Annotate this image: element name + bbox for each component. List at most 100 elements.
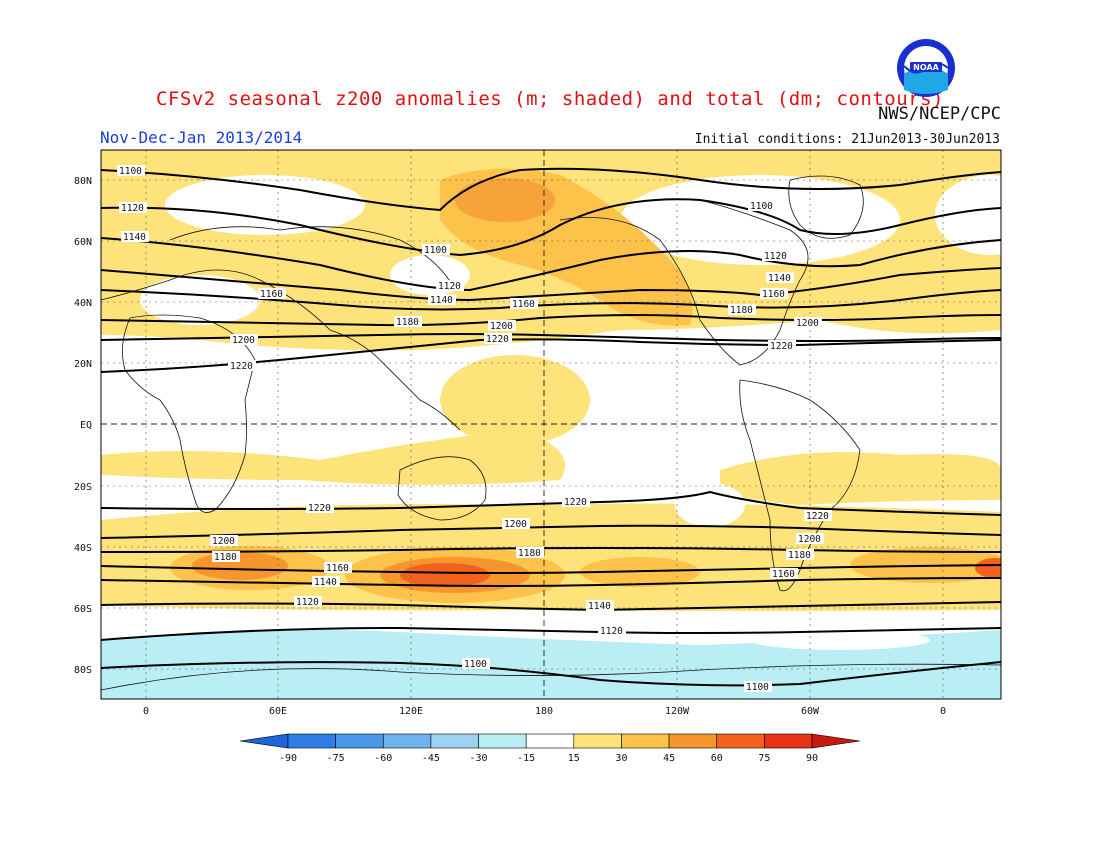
svg-text:1160: 1160 [326,563,349,574]
contour-label: 1180 [212,551,240,563]
colorbar-swatch [382,733,432,749]
svg-text:1220: 1220 [806,511,829,522]
svg-text:1200: 1200 [798,534,821,545]
lon-label: 60E [269,706,287,717]
colorbar-tick-label: 30 [615,753,627,764]
contour-label: 1140 [312,576,340,588]
contour-label: 1180 [516,547,544,559]
svg-text:1220: 1220 [486,334,509,345]
contour-label: 1220 [484,333,512,345]
colorbar-tick-label: 60 [711,753,723,764]
svg-text:1100: 1100 [464,659,487,670]
svg-text:1120: 1120 [438,281,461,292]
svg-text:1120: 1120 [764,251,787,262]
colorbar-swatch [430,733,479,749]
contour-label: 1120 [294,596,322,608]
contour-label: 1200 [796,533,824,545]
svg-text:1140: 1140 [588,601,611,612]
height-contours [101,167,1001,687]
colorbar-arrow-high [811,733,861,749]
svg-text:1160: 1160 [260,289,283,300]
contour-label: 1160 [510,298,538,310]
contour-label: 1120 [762,250,790,262]
colorbar-tick-label: 15 [568,753,580,764]
svg-text:1200: 1200 [796,318,819,329]
svg-text:1160: 1160 [762,289,785,300]
svg-text:1140: 1140 [123,232,146,243]
contour-label: 1120 [598,625,626,637]
svg-text:1180: 1180 [518,548,541,559]
contour-label: 1200 [502,518,530,530]
colorbar-tick-label: -60 [374,753,392,764]
lat-label: 60S [74,604,92,615]
colorbar-tick-label: 90 [806,753,818,764]
lat-label: EQ [80,420,92,431]
contour-label: 1160 [760,288,788,300]
map-frame [100,149,1002,700]
colorbar-swatch [716,733,765,749]
chart-title: CFSv2 seasonal z200 anomalies (m; shaded… [156,88,944,110]
svg-text:1200: 1200 [504,519,527,530]
svg-text:1200: 1200 [232,335,255,346]
colorbar-tick-label: 75 [758,753,770,764]
svg-text:1220: 1220 [308,503,331,514]
svg-text:1100: 1100 [424,245,447,256]
svg-text:1220: 1220 [230,361,253,372]
contour-label: 1120 [119,202,147,214]
contour-label: 1100 [744,681,772,693]
svg-text:1160: 1160 [512,299,535,310]
contour-label: 1140 [586,600,614,612]
lon-label: 120E [399,706,423,717]
lat-label: 40N [74,298,92,309]
coastlines [101,175,1001,691]
svg-text:1100: 1100 [746,682,769,693]
svg-text:1140: 1140 [314,577,337,588]
svg-text:1220: 1220 [564,497,587,508]
svg-text:1100: 1100 [750,201,773,212]
noaa-logo: NOAA [897,39,955,97]
colorbar: -90 -75 -60 -45 -30 -15 15 30 45 60 75 90 [239,733,861,764]
lat-label: 40S [74,543,92,554]
svg-text:1180: 1180 [396,317,419,328]
lat-label: 20S [74,482,92,493]
colorbar-swatch [764,733,813,749]
contour-label: 1200 [230,334,258,346]
contour-label: 1220 [562,496,590,508]
colorbar-tick-label: -15 [517,753,535,764]
lat-label: 20N [74,359,92,370]
colorbar-tick-label: 45 [663,753,675,764]
contour-label: 1200 [488,320,516,332]
lon-label: 120W [665,706,690,717]
svg-text:1140: 1140 [768,273,791,284]
lat-label: 60N [74,237,92,248]
colorbar-swatch [478,733,527,749]
svg-text:1120: 1120 [296,597,319,608]
contour-label: 1180 [728,304,756,316]
contour-label: 1160 [770,568,798,580]
contour-label: 1140 [428,294,456,306]
contour-label: 1220 [804,510,832,522]
anomaly-shading [101,150,1001,699]
initial-conditions-label: Initial conditions: 21Jun2013-30Jun2013 [694,132,1000,147]
contour-label: 1220 [228,360,256,372]
svg-text:NOAA: NOAA [913,63,939,72]
lon-label: 60W [801,706,820,717]
latitude-labels: 80N 60N 40N 20N EQ 20S 40S 60S 80S [74,176,92,676]
svg-text:1160: 1160 [772,569,795,580]
colorbar-swatch [525,733,575,749]
contour-label: 1120 [436,280,464,292]
colorbar-swatch [287,733,336,749]
colorbar-arrow-low [239,733,289,749]
contour-label: 1100 [422,244,450,256]
colorbar-swatch [335,733,384,749]
agency-label: NWS/NCEP/CPC [878,104,1001,124]
svg-text:1220: 1220 [770,341,793,352]
svg-text:1180: 1180 [788,550,811,561]
lon-label: 0 [940,706,946,717]
contour-label: 1200 [794,317,822,329]
lat-label: 80S [74,665,92,676]
colorbar-swatch [668,733,718,749]
contour-label: 1160 [258,288,286,300]
contour-label: 1220 [768,340,796,352]
